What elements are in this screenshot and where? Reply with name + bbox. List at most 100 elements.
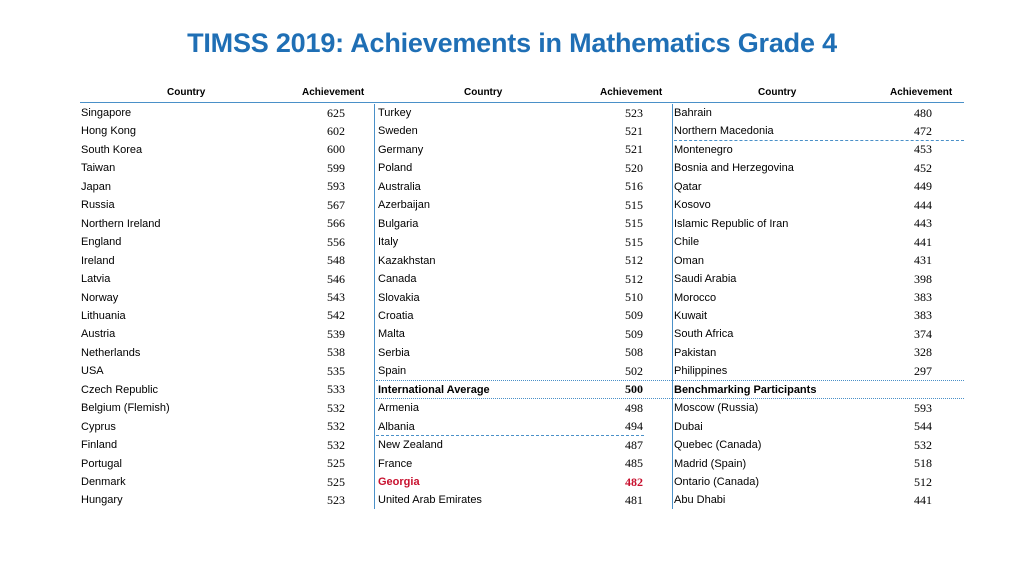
- country-name: Netherlands: [81, 346, 141, 359]
- country-name: Abu Dhabi: [674, 494, 726, 507]
- achievement-score: 593: [914, 400, 932, 415]
- table-row: Portugal 525: [81, 455, 345, 473]
- achievement-score: 556: [327, 234, 345, 249]
- table-row: Morocco 383: [674, 289, 932, 307]
- country-name: Portugal: [81, 457, 122, 470]
- table-row: Latvia 546: [81, 270, 345, 288]
- achievement-score: 509: [625, 308, 643, 323]
- country-name: Canada: [378, 273, 417, 286]
- table-row: Bahrain 480: [674, 104, 932, 122]
- achievement-score: 542: [327, 308, 345, 323]
- country-name: Quebec (Canada): [674, 439, 762, 452]
- achievement-score: 523: [327, 492, 345, 507]
- table-row: Denmark 525: [81, 473, 345, 491]
- table-row: Albania 494: [378, 418, 643, 436]
- country-name: Ontario (Canada): [674, 476, 759, 488]
- achievement-score: 328: [914, 345, 932, 360]
- achievement-score: 481: [625, 492, 643, 507]
- achievement-score: 453: [914, 142, 932, 157]
- achievement-score: 512: [625, 271, 643, 286]
- table-row: Serbia 508: [378, 344, 643, 362]
- country-name: Madrid (Spain): [674, 457, 747, 470]
- country-name: Dubai: [674, 420, 703, 433]
- country-name: Italy: [378, 236, 399, 249]
- achievement-score: 509: [625, 326, 643, 341]
- page-title: TIMSS 2019: Achievements in Mathematics …: [187, 28, 837, 58]
- table-row: Kuwait 383: [674, 307, 932, 325]
- table-row: Chile 441: [674, 233, 932, 251]
- achievement-score: 521: [625, 123, 643, 138]
- country-name: International Average: [378, 383, 490, 396]
- table-row: Russia 567: [81, 196, 345, 214]
- achievement-score: 508: [625, 345, 643, 360]
- country-name: Singapore: [81, 107, 132, 119]
- achievement-score: 441: [914, 492, 932, 507]
- achievement-score: 502: [625, 363, 643, 378]
- table-row: Italy 515: [378, 233, 643, 251]
- table-row: Slovakia 510: [378, 289, 643, 307]
- achievement-score: 567: [327, 197, 345, 212]
- table-row: Japan 593: [81, 178, 345, 196]
- table-row: Ireland 548: [81, 252, 345, 270]
- country-name: Serbia: [378, 346, 410, 359]
- table-row: Singapore 625: [81, 104, 345, 122]
- table-row: USA 535: [81, 362, 345, 380]
- header-country-1: Country: [167, 87, 206, 98]
- country-name: Kosovo: [674, 199, 711, 212]
- table-row: Dubai 544: [674, 418, 932, 436]
- country-name: Taiwan: [81, 162, 116, 175]
- header-country-3: Country: [758, 87, 797, 98]
- achievement-score: 532: [327, 419, 345, 434]
- achievement-score: 494: [625, 419, 643, 434]
- table-row: England 556: [81, 233, 345, 251]
- cutoff-line-col2: [376, 435, 644, 436]
- table-row: Finland 532: [81, 436, 345, 454]
- achievement-score: 374: [914, 326, 932, 341]
- country-name: Sweden: [378, 125, 418, 138]
- table-row: Abu Dhabi 441: [674, 491, 932, 509]
- country-name: Bosnia and Herzegovina: [674, 162, 794, 175]
- table-row: Hong Kong 602: [81, 122, 345, 140]
- country-name: Philippines: [674, 365, 728, 378]
- achievement-score: 431: [914, 253, 932, 268]
- country-name: Lithuania: [81, 309, 126, 322]
- achievement-score: 625: [327, 105, 345, 120]
- table-row: Norway 543: [81, 289, 345, 307]
- table-row: Hungary 523: [81, 491, 345, 509]
- country-name: Hong Kong: [81, 125, 137, 138]
- achievement-score: 510: [625, 290, 643, 304]
- achievement-score: 452: [914, 160, 932, 175]
- table-row: Saudi Arabia 398: [674, 270, 932, 288]
- country-name: Russia: [81, 199, 115, 212]
- achievement-score: 533: [327, 382, 345, 397]
- country-name: Germany: [378, 143, 424, 156]
- table-row: Montenegro 453: [674, 141, 932, 159]
- table-row: Bulgaria 515: [378, 215, 643, 233]
- table-row: Quebec (Canada) 532: [674, 436, 932, 454]
- achievement-score: 449: [914, 179, 932, 194]
- country-name: Kazakhstan: [378, 254, 436, 267]
- country-name: Finland: [81, 439, 118, 452]
- table-row: Lithuania 542: [81, 307, 345, 325]
- table-row: Azerbaijan 515: [378, 196, 643, 214]
- country-name: France: [378, 457, 413, 470]
- country-name: Slovakia: [378, 291, 420, 304]
- country-name: Bahrain: [674, 107, 712, 119]
- country-name: Northern Ireland: [81, 217, 161, 230]
- achievement-score: 600: [327, 142, 345, 157]
- table-row: Northern Ireland 566: [81, 215, 345, 233]
- table-row: Pakistan 328: [674, 344, 932, 362]
- table-row: Czech Republic 533: [81, 381, 345, 399]
- table-row: Bosnia and Herzegovina 452: [674, 159, 932, 177]
- country-name: Chile: [674, 236, 700, 249]
- table-row: Germany 521: [378, 141, 643, 159]
- achievement-score: 515: [625, 216, 643, 231]
- table-row: Madrid (Spain) 518: [674, 455, 932, 473]
- achievement-score: 441: [914, 234, 932, 249]
- achievement-score: 543: [327, 290, 345, 304]
- country-name: Bulgaria: [378, 217, 419, 230]
- table-row: Qatar 449: [674, 178, 932, 196]
- table-row: Netherlands 538: [81, 344, 345, 362]
- achievement-score: 535: [327, 363, 345, 378]
- achievement-score: 512: [914, 474, 932, 489]
